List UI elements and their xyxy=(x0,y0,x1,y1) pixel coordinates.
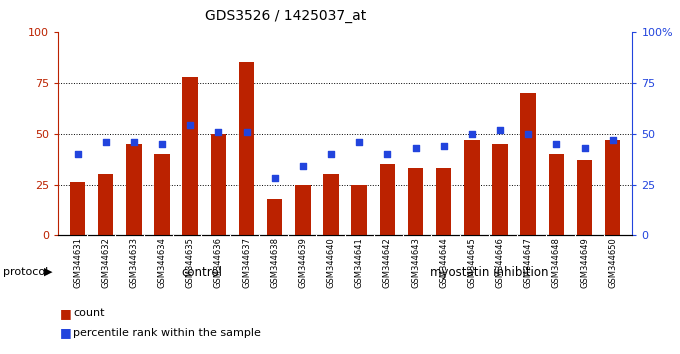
Bar xyxy=(211,133,226,235)
Text: ■: ■ xyxy=(60,307,71,320)
Point xyxy=(382,151,393,157)
Bar xyxy=(379,164,395,235)
Point xyxy=(579,145,590,151)
Point xyxy=(100,139,111,144)
Text: GDS3526 / 1425037_at: GDS3526 / 1425037_at xyxy=(205,9,367,23)
Point xyxy=(354,139,364,144)
Point xyxy=(241,129,252,135)
Bar xyxy=(352,184,367,235)
Bar xyxy=(70,183,85,235)
Bar xyxy=(182,77,198,235)
Point xyxy=(410,145,421,151)
Point xyxy=(607,137,618,143)
Bar xyxy=(98,175,114,235)
Point xyxy=(72,151,83,157)
Point xyxy=(438,143,449,149)
Point xyxy=(494,127,505,132)
Bar xyxy=(464,140,479,235)
Bar xyxy=(154,154,170,235)
Bar xyxy=(239,62,254,235)
Point xyxy=(129,139,139,144)
Bar xyxy=(267,199,282,235)
Point xyxy=(156,141,167,147)
Text: ▶: ▶ xyxy=(44,267,52,277)
Bar xyxy=(295,184,311,235)
Text: count: count xyxy=(73,308,105,318)
Text: ■: ■ xyxy=(60,326,71,339)
Point xyxy=(466,131,477,136)
Point xyxy=(326,151,337,157)
Point xyxy=(185,123,196,129)
Point xyxy=(523,131,534,136)
Text: percentile rank within the sample: percentile rank within the sample xyxy=(73,328,261,338)
Bar xyxy=(436,168,452,235)
Bar xyxy=(408,168,423,235)
Bar xyxy=(520,93,536,235)
Point xyxy=(551,141,562,147)
Bar xyxy=(549,154,564,235)
Point xyxy=(297,164,308,169)
Bar xyxy=(577,160,592,235)
Point xyxy=(213,129,224,135)
Text: control: control xyxy=(181,266,222,279)
Point xyxy=(269,176,280,181)
Text: myostatin inhibition: myostatin inhibition xyxy=(430,266,548,279)
Bar xyxy=(323,175,339,235)
Text: protocol: protocol xyxy=(3,267,49,277)
Bar xyxy=(492,144,508,235)
Bar xyxy=(126,144,141,235)
Bar xyxy=(605,140,620,235)
